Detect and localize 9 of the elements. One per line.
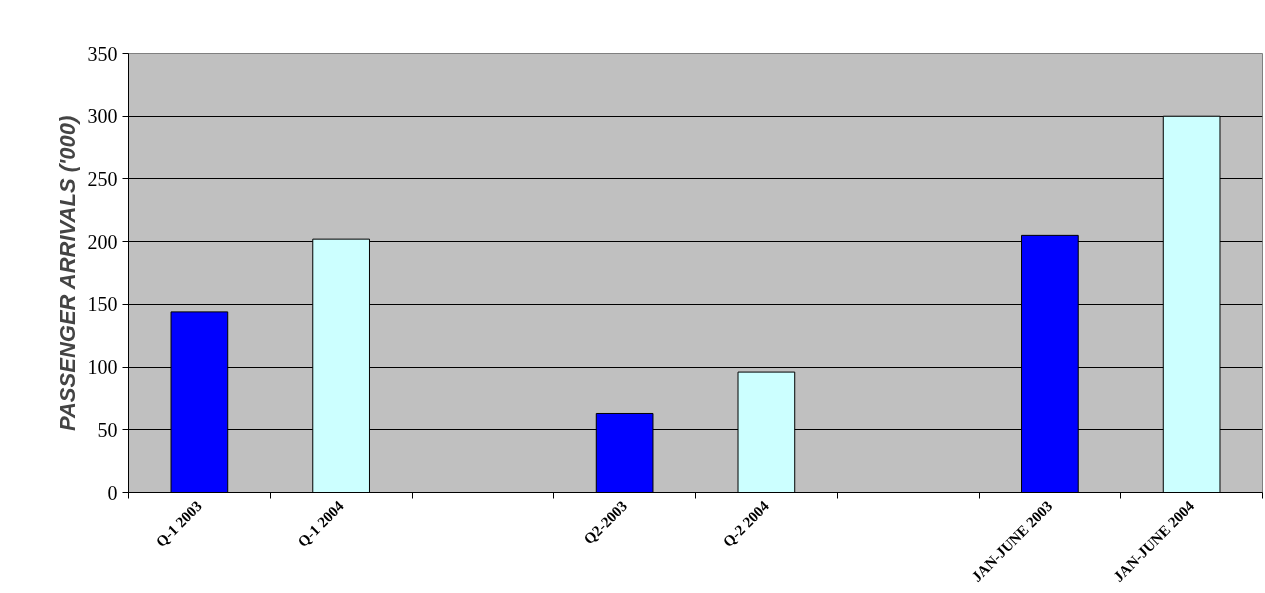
y-tick-label: 150 (87, 293, 118, 316)
y-axis-title: PASSENGER ARRIVALS ('000) (54, 115, 80, 432)
y-tick-label: 250 (87, 167, 118, 190)
y-tick-label: 350 (87, 42, 118, 65)
y-tick-label: 200 (87, 230, 118, 253)
y-tick-label: 300 (87, 105, 118, 128)
y-tick-label: 50 (97, 418, 118, 441)
y-tick-label: 100 (87, 356, 118, 379)
y-tick-label: 0 (107, 481, 118, 504)
